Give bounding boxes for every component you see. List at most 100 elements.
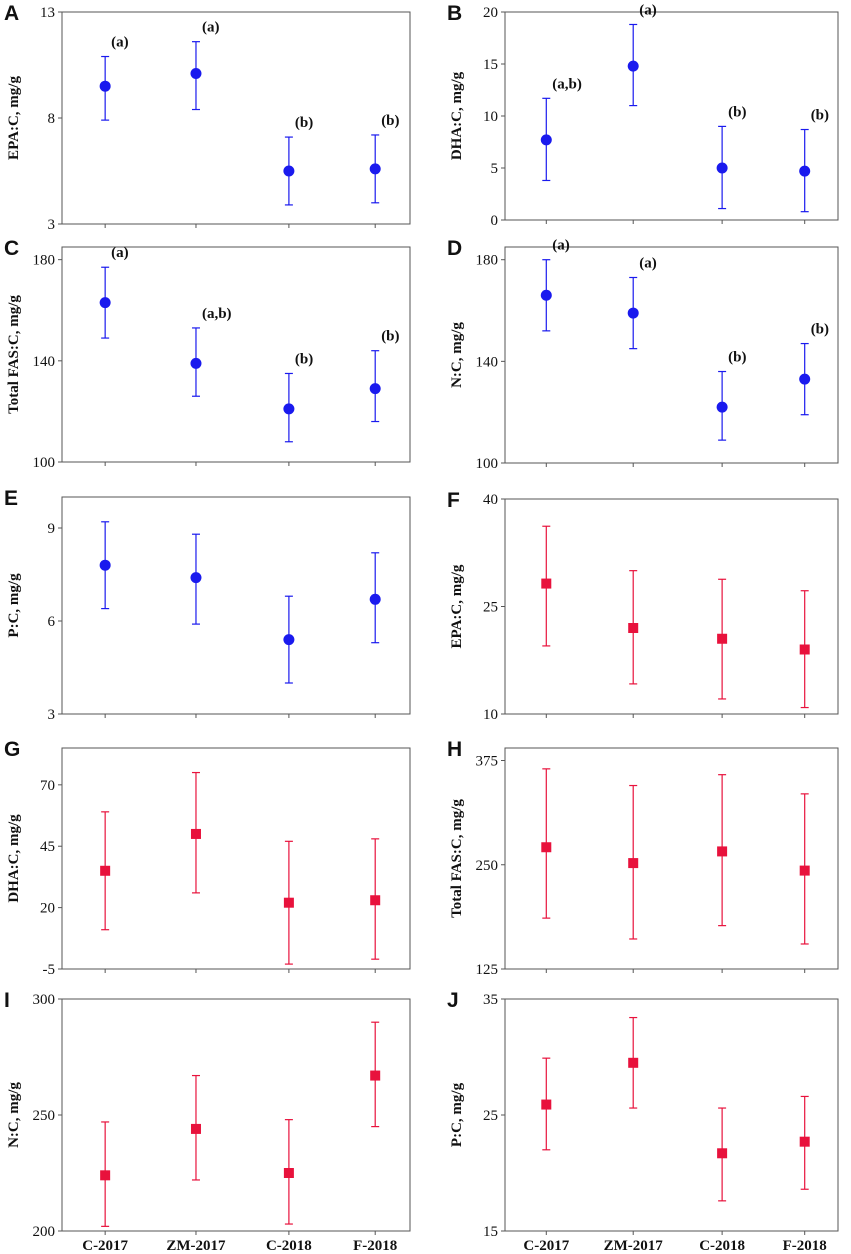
x-category-label: C-2018 xyxy=(699,1238,745,1254)
y-tick-label: 20 xyxy=(483,5,498,21)
y-axis-label: P:C, mg/g xyxy=(6,573,22,638)
y-tick-label: 25 xyxy=(483,1108,498,1124)
data-point xyxy=(369,383,381,395)
data-point xyxy=(628,858,639,869)
panel-c: C 100 140 180 Total FAS:C, mg/g (a) (a,b) (b) (b… xyxy=(4,237,411,471)
data-point xyxy=(540,289,552,301)
significance-label: (b) xyxy=(811,322,829,338)
plot-frame xyxy=(61,246,411,463)
y-axis-label: P:C, mg/g xyxy=(449,1082,465,1147)
panel-g: G -5 20 45 70 DHA:C, mg/g xyxy=(4,738,411,978)
data-point xyxy=(99,297,111,309)
y-tick-label: 25 xyxy=(483,600,498,616)
data-point xyxy=(370,1070,381,1081)
y-tick-label: 15 xyxy=(483,57,498,73)
y-tick-label: 375 xyxy=(476,754,499,770)
y-tick-label: 70 xyxy=(40,778,55,794)
panel-letter: I xyxy=(4,989,10,1012)
y-tick-label: 20 xyxy=(40,901,55,917)
data-point xyxy=(799,1136,810,1147)
data-point xyxy=(799,373,811,385)
y-tick-label: 125 xyxy=(476,962,499,978)
significance-label: (b) xyxy=(381,329,399,345)
plot-frame xyxy=(61,11,411,225)
panel-e: E 3 6 9 P:C, mg/g xyxy=(4,487,411,723)
y-tick-label: 45 xyxy=(40,839,55,855)
panel-letter: E xyxy=(4,487,18,510)
data-point xyxy=(540,134,552,146)
significance-label: (b) xyxy=(728,104,746,120)
y-tick-label: 40 xyxy=(483,492,498,508)
data-point xyxy=(717,633,728,644)
x-category-label: C-2017 xyxy=(82,1238,128,1254)
data-point xyxy=(799,865,810,876)
plot-frame xyxy=(61,998,411,1232)
x-category-label: F-2018 xyxy=(353,1238,397,1254)
y-tick-label: 100 xyxy=(33,455,56,471)
significance-label: (a,b) xyxy=(202,306,232,322)
panel-d: D 100 140 180 N:C, mg/g (a) (a) (b) (b) xyxy=(447,237,839,472)
panel-i: I 200 250 300 N:C, mg/g C-2017 ZM-2017 C-2018 F-… xyxy=(4,989,411,1254)
significance-label: (a,b) xyxy=(552,76,582,92)
significance-label: (a) xyxy=(639,255,657,271)
y-tick-label: 300 xyxy=(33,992,56,1008)
data-point xyxy=(100,865,111,876)
plot-frame xyxy=(504,498,839,715)
y-tick-label: 6 xyxy=(48,614,56,630)
y-tick-label: -5 xyxy=(43,962,56,978)
y-tick-label: 15 xyxy=(483,1224,498,1240)
x-category-label: ZM-2017 xyxy=(166,1238,226,1254)
y-axis-label: Total FAS:C, mg/g xyxy=(449,799,465,918)
significance-label: (a) xyxy=(111,245,129,261)
y-tick-label: 35 xyxy=(483,992,498,1008)
plot-frame xyxy=(61,747,411,970)
y-axis-label: DHA:C, mg/g xyxy=(449,71,465,160)
y-tick-label: 250 xyxy=(33,1108,56,1124)
data-point xyxy=(283,634,295,646)
plot-frame xyxy=(504,11,839,221)
data-point xyxy=(716,162,728,174)
x-category-label: C-2017 xyxy=(523,1238,569,1254)
data-point xyxy=(190,67,202,79)
significance-label: (a) xyxy=(202,20,220,36)
panel-h: H 125 250 375 Total FAS:C, mg/g xyxy=(447,738,839,978)
plot-frame xyxy=(504,246,839,464)
y-tick-label: 200 xyxy=(33,1224,56,1240)
data-point xyxy=(283,165,295,177)
y-tick-label: 13 xyxy=(40,5,55,21)
data-point xyxy=(799,165,811,177)
y-tick-label: 140 xyxy=(33,354,56,370)
data-point xyxy=(627,60,639,72)
panel-letter: G xyxy=(4,738,20,761)
data-point xyxy=(541,842,552,853)
y-tick-label: 8 xyxy=(48,111,56,127)
data-point xyxy=(190,828,201,839)
data-point xyxy=(541,1099,552,1110)
data-point xyxy=(370,895,381,906)
y-tick-label: 10 xyxy=(483,707,498,723)
data-point xyxy=(716,401,728,413)
y-axis-label: EPA:C, mg/g xyxy=(449,564,465,648)
y-tick-label: 180 xyxy=(33,253,56,269)
significance-label: (b) xyxy=(381,113,399,129)
data-point xyxy=(283,403,295,415)
y-tick-label: 140 xyxy=(476,354,499,370)
data-point xyxy=(799,644,810,655)
panel-a: A 3 8 13 EPA:C, mg/g (a) (a) (b) (b) xyxy=(4,2,411,233)
x-category-label: C-2018 xyxy=(266,1238,312,1254)
y-tick-label: 250 xyxy=(476,858,499,874)
data-point xyxy=(100,1170,111,1181)
data-point xyxy=(717,1148,728,1159)
significance-label: (a) xyxy=(111,35,129,51)
data-point xyxy=(369,163,381,175)
y-axis-label: N:C, mg/g xyxy=(449,322,465,388)
data-point xyxy=(99,559,111,571)
panel-j: J 15 25 35 P:C, mg/g C-2017 ZM-2017 C-2018 F-201… xyxy=(447,989,839,1254)
y-tick-label: 3 xyxy=(48,707,56,723)
data-point xyxy=(283,1168,294,1178)
y-axis-label: N:C, mg/g xyxy=(6,1082,22,1148)
data-point xyxy=(190,357,202,369)
significance-label: (b) xyxy=(295,351,313,367)
data-point xyxy=(369,593,381,605)
y-tick-label: 3 xyxy=(48,217,56,233)
